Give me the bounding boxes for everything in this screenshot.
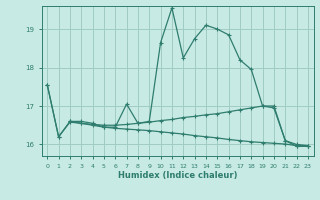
X-axis label: Humidex (Indice chaleur): Humidex (Indice chaleur) [118,171,237,180]
